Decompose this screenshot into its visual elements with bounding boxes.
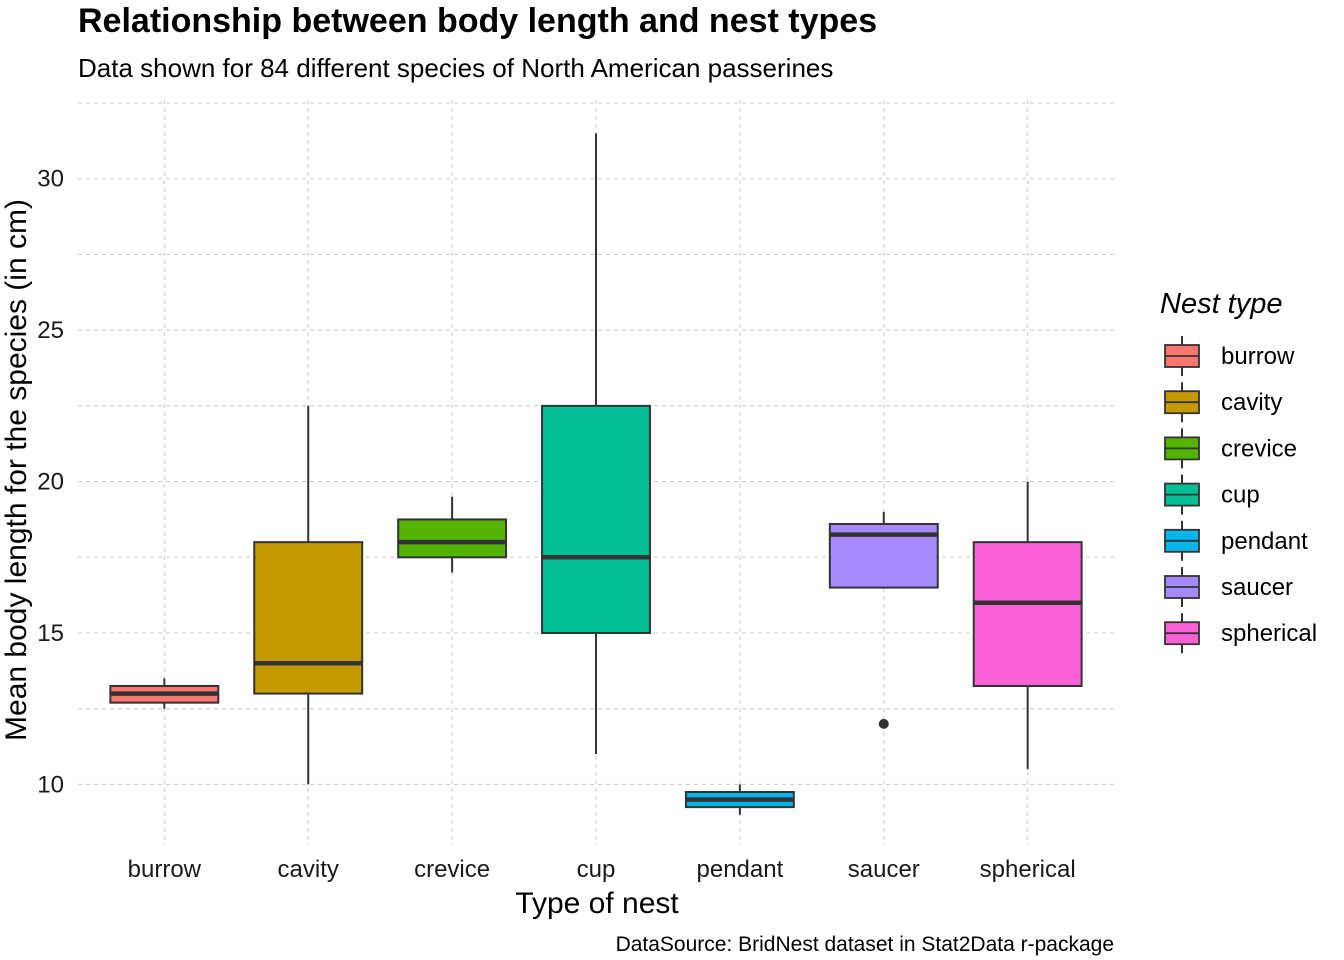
legend-item-pendant: pendant xyxy=(1164,520,1308,561)
chart-subtitle: Data shown for 84 different species of N… xyxy=(78,53,833,83)
legend-label: cup xyxy=(1221,482,1260,509)
x-axis-title: Type of nest xyxy=(515,887,679,920)
x-tick-label: pendant xyxy=(697,856,784,883)
legend-item-burrow: burrow xyxy=(1164,336,1295,376)
legend-title: Nest type xyxy=(1160,288,1283,320)
legend-label: saucer xyxy=(1221,574,1293,601)
chart-title: Relationship between body length and nes… xyxy=(78,2,877,40)
legend-label: burrow xyxy=(1221,343,1295,370)
x-tick-label: cup xyxy=(577,856,616,883)
x-tick-label: spherical xyxy=(980,856,1076,883)
legend-item-cup: cup xyxy=(1164,474,1260,515)
legend-label: pendant xyxy=(1221,528,1308,555)
y-tick-label: 10 xyxy=(37,771,64,798)
legend-item-cavity: cavity xyxy=(1164,382,1282,423)
box-pendant xyxy=(684,784,795,815)
legend-label: spherical xyxy=(1221,620,1317,647)
box-cavity xyxy=(253,405,364,785)
box-body xyxy=(253,541,364,695)
box-body xyxy=(972,541,1083,688)
legend-label: cavity xyxy=(1221,389,1282,416)
axis-layer: 10 15 20 25 30 burrow cavity crevice cup pendant s… xyxy=(37,166,1075,883)
box-saucer xyxy=(828,511,939,729)
x-tick-label: saucer xyxy=(848,856,920,883)
outlier-point xyxy=(878,718,889,729)
legend: burrow cavity crevice cup pendant saucer spher… xyxy=(1164,336,1317,654)
box-body xyxy=(397,518,508,559)
chart-caption: DataSource: BridNest dataset in Stat2Dat… xyxy=(616,933,1114,956)
legend-item-crevice: crevice xyxy=(1164,428,1297,469)
y-tick-label: 15 xyxy=(37,620,64,647)
x-tick-label: crevice xyxy=(414,856,490,883)
y-tick-label: 20 xyxy=(37,469,64,496)
box-spherical xyxy=(972,481,1083,770)
x-tick-label: burrow xyxy=(128,856,202,883)
box-burrow xyxy=(109,678,220,709)
y-tick-label: 25 xyxy=(37,317,64,344)
box-layer xyxy=(109,133,1083,815)
legend-item-spherical: spherical xyxy=(1164,613,1317,654)
legend-label: crevice xyxy=(1221,435,1297,462)
legend-item-saucer: saucer xyxy=(1164,567,1293,607)
box-cup xyxy=(541,133,651,755)
y-axis-title: Mean body length for the species (in cm) xyxy=(0,199,33,741)
y-tick-label: 30 xyxy=(37,166,64,193)
box-body xyxy=(541,404,651,635)
x-tick-label: cavity xyxy=(278,856,339,883)
box-crevice xyxy=(397,496,508,573)
